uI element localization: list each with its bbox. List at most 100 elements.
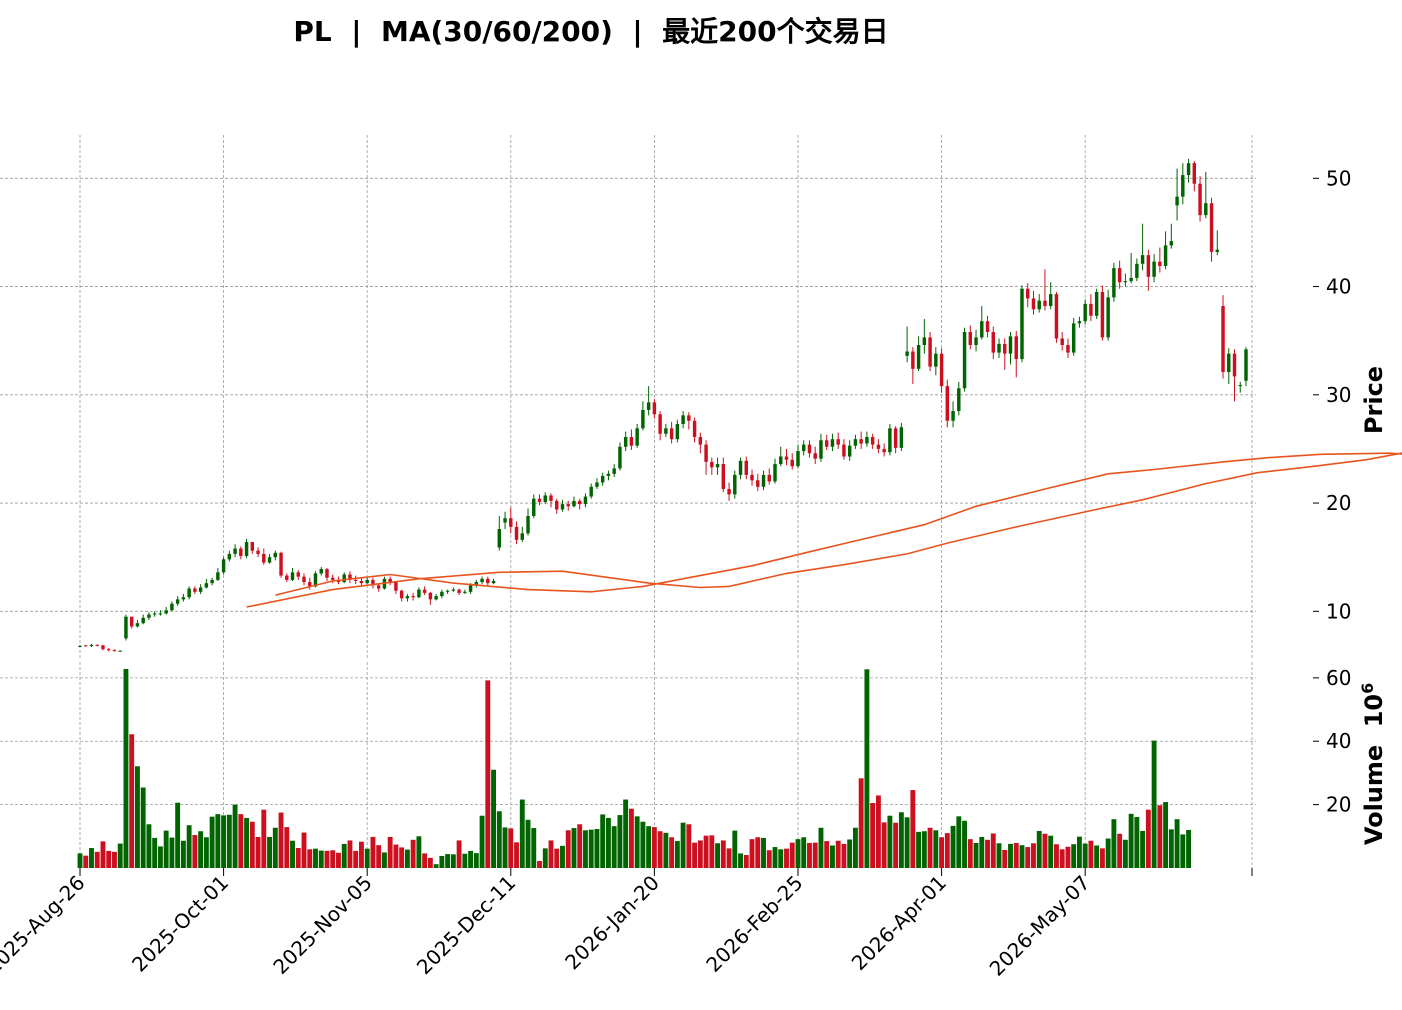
candle-body	[193, 588, 197, 592]
candle-body	[1181, 175, 1185, 197]
candle-body	[583, 496, 588, 505]
volume-bar	[852, 827, 858, 868]
candle-body	[239, 548, 243, 557]
candle-body	[394, 582, 398, 591]
candle-body	[939, 353, 944, 387]
volume-bar	[290, 840, 295, 868]
price-tick-label: 30	[1326, 383, 1351, 407]
candle-body	[916, 345, 921, 369]
volume-bar	[249, 821, 255, 868]
candle-body	[457, 589, 461, 593]
candle-body	[618, 446, 622, 469]
volume-bar	[801, 837, 807, 868]
candle-body	[727, 488, 731, 495]
volume-bar	[1145, 809, 1151, 868]
candle-body	[606, 473, 611, 476]
candle-body	[1020, 288, 1024, 360]
volume-bar	[680, 822, 686, 868]
candle-body	[612, 468, 616, 474]
volume-bar	[496, 811, 502, 868]
volume-bar	[387, 836, 393, 868]
candle-body	[830, 439, 835, 447]
volume-bar	[1048, 835, 1054, 868]
candle-body	[957, 388, 961, 412]
volume-bar	[726, 848, 732, 868]
volume-bar	[985, 839, 990, 868]
candle-body	[951, 411, 955, 421]
candle-body	[152, 613, 157, 615]
candle-body	[1054, 294, 1059, 339]
candle-body	[911, 351, 915, 369]
candle-body	[514, 526, 519, 540]
volume-bar	[1042, 833, 1048, 868]
candle-body	[1031, 298, 1036, 310]
candle-body	[635, 428, 639, 446]
candle-body	[181, 597, 186, 600]
candle-body	[1003, 343, 1007, 354]
candle-body	[135, 623, 140, 627]
candle-body	[893, 428, 898, 448]
candle-body	[1014, 336, 1018, 360]
volume-bar	[933, 830, 939, 868]
candle-body	[664, 428, 668, 434]
candle-body	[1083, 303, 1087, 322]
volume-bar	[657, 831, 663, 868]
candle-body	[216, 572, 220, 580]
candle-body	[629, 437, 634, 446]
volume-bar	[560, 845, 565, 868]
candle-body	[945, 386, 950, 421]
candle-body	[899, 427, 904, 448]
candle-body	[124, 616, 128, 639]
candle-body	[1221, 306, 1225, 373]
volume-bar	[651, 827, 657, 868]
candle-body	[549, 495, 553, 501]
volume-bar	[939, 837, 945, 868]
volume-bar	[364, 848, 370, 868]
volume-bar	[313, 848, 318, 868]
volume-bar	[795, 839, 801, 868]
candle-body	[687, 415, 691, 421]
volume-bar	[1180, 834, 1186, 868]
candle-body	[244, 542, 249, 557]
volume-bar	[715, 843, 721, 868]
candle-body	[210, 579, 214, 584]
volume-bar	[732, 830, 738, 868]
candle-body	[796, 451, 800, 467]
volume-bar	[807, 842, 812, 868]
candle-body	[888, 428, 892, 453]
volume-bar	[738, 853, 743, 868]
candle-body	[1037, 300, 1041, 310]
x-tick-label: 2026-May-07	[985, 871, 1095, 981]
candle-body	[118, 650, 122, 652]
volume-bar	[565, 830, 571, 868]
candle-body	[388, 578, 392, 583]
volume-bar	[445, 854, 451, 868]
candle-body	[669, 428, 674, 440]
candle-body	[371, 579, 375, 586]
candle-body	[365, 579, 369, 584]
volume-bar	[525, 819, 531, 868]
volume-bar	[1105, 838, 1111, 868]
volume-bar	[83, 855, 89, 868]
volume-bar	[485, 680, 491, 868]
volume-bar	[784, 848, 789, 868]
volume-bar	[152, 837, 158, 868]
candle-body	[417, 589, 421, 598]
volume-bar	[198, 831, 204, 868]
volume-bar	[261, 809, 267, 868]
candle-body	[353, 579, 358, 581]
volume-bar	[692, 842, 698, 868]
volume-bar	[508, 828, 514, 868]
candle-body	[279, 552, 283, 576]
candle-body	[497, 529, 502, 548]
volume-bar	[778, 849, 784, 868]
volume-bar	[881, 822, 887, 868]
volume-bar	[163, 830, 169, 868]
candle-body	[847, 445, 852, 457]
candle-body	[359, 580, 364, 584]
candle-body	[1152, 261, 1156, 277]
volume-bar	[921, 831, 927, 868]
candle-body	[509, 518, 513, 527]
x-tick-label: 2026-Jan-20	[560, 871, 664, 975]
volume-bar	[278, 812, 284, 868]
